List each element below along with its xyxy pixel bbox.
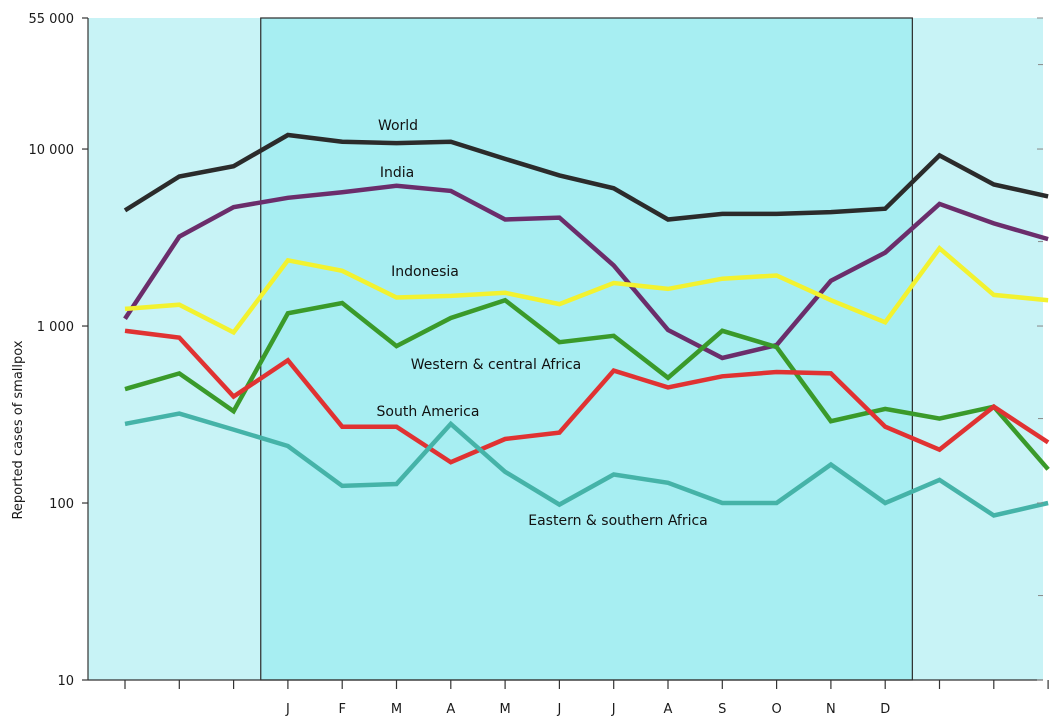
y-tick-label: 10: [57, 674, 74, 689]
series-line-indonesia: [124, 245, 1049, 336]
series-line-south-america: [124, 328, 1050, 465]
series-label-world: World: [378, 118, 418, 134]
series-label-western-central-africa: Western & central Africa: [411, 357, 582, 373]
y-tick-label: 10 000: [29, 143, 75, 158]
x-tick-label: F: [338, 702, 345, 717]
series-label-india: India: [380, 165, 414, 181]
series-line-india: [123, 183, 1049, 361]
series-label-south-america: South America: [377, 404, 480, 420]
y-tick-label: 55 000: [29, 12, 75, 27]
series-lines: [123, 132, 1050, 518]
x-tick-label: M: [499, 702, 510, 717]
series-line-world: [123, 132, 1049, 222]
series-line-western-central-africa: [124, 297, 1050, 471]
y-tick-label: 1 000: [37, 320, 74, 335]
series-line-eastern-southern-africa: [124, 411, 1049, 518]
series-label-indonesia: Indonesia: [391, 264, 459, 280]
axes: 55 000 10 000 1 000 100 10 J F M A M J J A S O N D: [29, 12, 1049, 717]
x-tick-label: A: [664, 702, 673, 717]
x-tick-label: J: [285, 702, 290, 717]
x-tick-label: J: [611, 702, 616, 717]
highlight-band: [260, 17, 913, 681]
x-tick-label: N: [826, 702, 836, 717]
x-tick-label: A: [446, 702, 455, 717]
x-tick-label: O: [771, 702, 781, 717]
y-tick-label: 100: [49, 497, 74, 512]
plot-background: [88, 17, 1043, 681]
series-label-eastern-southern-africa: Eastern & southern Africa: [528, 513, 708, 529]
x-tick-label: D: [880, 702, 890, 717]
x-tick-label: J: [556, 702, 561, 717]
y-axis-label: Reported cases of smallpox: [11, 340, 26, 519]
x-tick-label: S: [718, 702, 726, 717]
series-labels: World India Indonesia Western & central Afr…: [377, 118, 708, 529]
x-tick-label: M: [391, 702, 402, 717]
